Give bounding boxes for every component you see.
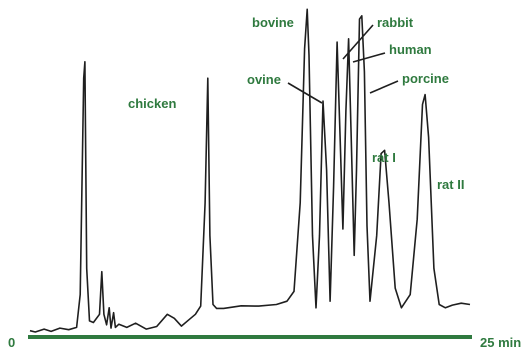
axis-layer: 0 25 min	[8, 335, 521, 350]
annotation-layer: chicken bovine ovine rabbit human porcine rat …	[128, 15, 464, 192]
peak-label-rabbit: rabbit	[377, 15, 414, 30]
peak-label-ovine: ovine	[247, 72, 281, 87]
leader-line-rabbit	[342, 24, 374, 60]
peak-label-human: human	[389, 42, 432, 57]
leader-line-human	[352, 52, 386, 63]
peak-label-chicken: chicken	[128, 96, 176, 111]
x-axis-end-label: 25 min	[480, 335, 521, 350]
peak-label-porcine: porcine	[402, 71, 449, 86]
leader-line-ovine	[287, 82, 323, 104]
peak-label-bovine: bovine	[252, 15, 294, 30]
peak-label-rat-ii: rat II	[437, 177, 464, 192]
peak-label-rat-i: rat I	[372, 150, 396, 165]
x-axis-start-label: 0	[8, 335, 15, 350]
chromatogram-trace-0	[29, 8, 471, 333]
leader-line-porcine	[369, 80, 399, 94]
trace-layer	[29, 8, 471, 333]
